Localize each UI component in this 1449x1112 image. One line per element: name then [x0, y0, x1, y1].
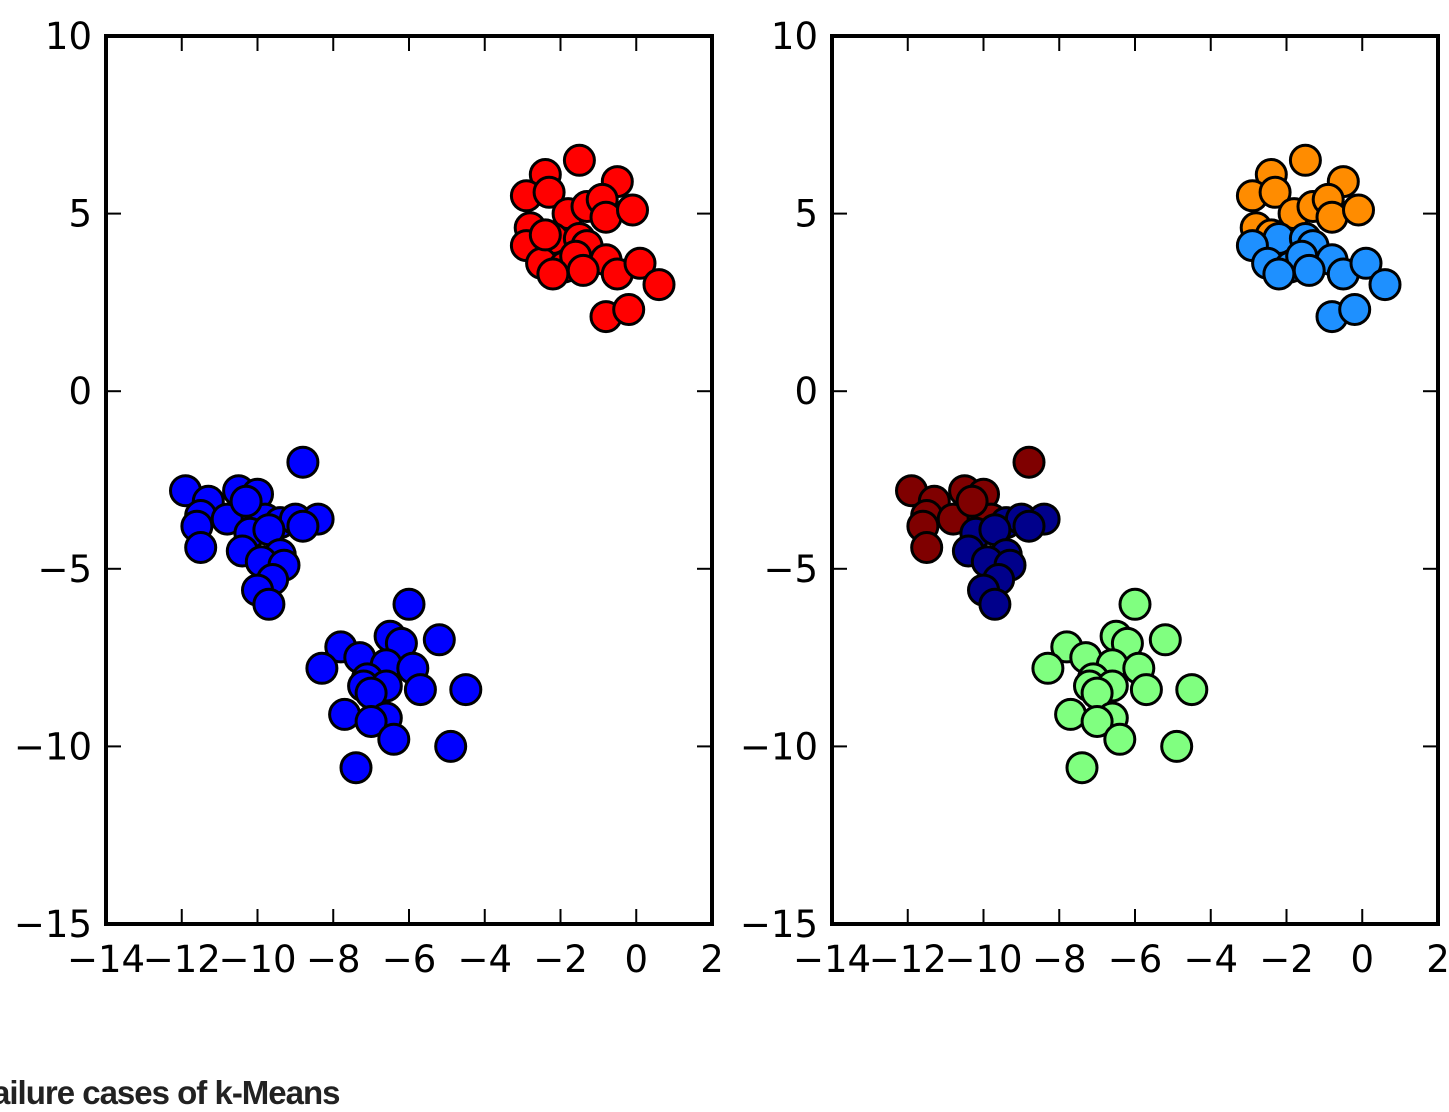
- data-point: [339, 751, 373, 785]
- data-point: [1349, 246, 1383, 280]
- y-tick-label: −15: [14, 903, 92, 946]
- y-tick-label: 0: [68, 370, 92, 413]
- axes-frame: [830, 34, 1440, 926]
- data-point: [305, 651, 339, 685]
- data-point: [532, 175, 566, 209]
- data-point: [642, 268, 676, 302]
- data-point: [612, 293, 646, 326]
- x-tick-label: −4: [1183, 938, 1238, 981]
- x-tick-label: −4: [457, 938, 512, 981]
- x-tick-label: −10: [218, 938, 296, 981]
- data-point: [623, 246, 657, 280]
- x-tick-label: −14: [793, 938, 871, 981]
- data-point: [1118, 587, 1152, 621]
- x-tick-label: 0: [1350, 938, 1374, 981]
- data-point: [978, 587, 1012, 621]
- data-point: [1148, 623, 1182, 657]
- data-point: [616, 193, 649, 227]
- data-point: [528, 218, 562, 252]
- points-group: [895, 143, 1402, 785]
- data-point: [184, 531, 218, 564]
- y-tick-label: 0: [794, 370, 818, 413]
- data-point: [1080, 705, 1114, 738]
- figure-caption: ailure cases of k-Means: [0, 1074, 341, 1111]
- y-tick-label: 10: [771, 15, 818, 58]
- x-tick-label: −6: [382, 938, 437, 981]
- x-tick-label: −10: [944, 938, 1022, 981]
- data-point: [392, 587, 426, 621]
- data-point: [252, 587, 286, 621]
- y-tick-label: 5: [68, 193, 92, 236]
- x-tick-label: −12: [869, 938, 947, 981]
- data-point: [1262, 257, 1296, 291]
- data-point: [229, 484, 263, 518]
- data-point: [286, 445, 320, 479]
- x-tick-label: −14: [67, 938, 145, 981]
- data-point: [1368, 268, 1402, 302]
- data-point: [1288, 143, 1322, 177]
- data-point: [354, 705, 388, 738]
- data-point: [910, 531, 944, 564]
- data-point: [566, 253, 600, 287]
- data-point: [1012, 509, 1046, 543]
- x-tick-label: −6: [1108, 938, 1163, 981]
- y-tick-label: −5: [763, 548, 818, 591]
- x-tick-label: 0: [624, 938, 648, 981]
- data-point: [449, 673, 483, 707]
- x-tick-label: −8: [306, 938, 361, 981]
- x-tick-label: −2: [1259, 938, 1314, 981]
- y-tick-label: −5: [37, 548, 92, 591]
- data-point: [955, 484, 989, 518]
- y-tick-label: −10: [14, 725, 92, 768]
- data-point: [536, 257, 570, 291]
- data-point: [1129, 673, 1163, 707]
- data-point: [1342, 193, 1375, 227]
- y-tick-label: −15: [740, 903, 818, 946]
- data-point: [1292, 253, 1326, 287]
- y-tick-label: −10: [740, 725, 818, 768]
- axes-frame: [104, 34, 714, 926]
- data-point: [377, 722, 411, 756]
- x-tick-label: −8: [1032, 938, 1087, 981]
- x-tick-label: 2: [1426, 938, 1449, 981]
- data-point: [1258, 175, 1292, 209]
- data-point: [1103, 722, 1137, 756]
- data-point: [562, 143, 596, 177]
- x-tick-label: 2: [700, 938, 724, 981]
- data-point: [403, 673, 437, 707]
- y-tick-label: 5: [794, 193, 818, 236]
- points-group: [169, 143, 676, 785]
- x-tick-label: −12: [143, 938, 221, 981]
- data-point: [286, 509, 320, 543]
- data-point: [1175, 673, 1209, 707]
- data-point: [422, 623, 456, 657]
- data-point: [1160, 729, 1194, 763]
- data-point: [434, 729, 468, 763]
- data-point: [1031, 651, 1065, 685]
- data-point: [1338, 293, 1372, 326]
- data-point: [1012, 445, 1046, 479]
- x-tick-label: −2: [533, 938, 588, 981]
- y-tick-label: 10: [45, 15, 92, 58]
- data-point: [1065, 751, 1099, 785]
